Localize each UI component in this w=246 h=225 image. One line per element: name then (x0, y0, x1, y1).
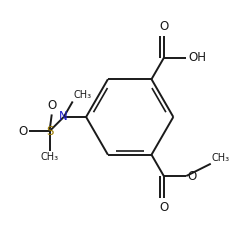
Text: O: O (159, 20, 169, 33)
Text: CH₃: CH₃ (74, 90, 92, 100)
Text: O: O (187, 169, 197, 182)
Text: CH₃: CH₃ (40, 153, 59, 162)
Text: O: O (18, 125, 27, 138)
Text: N: N (59, 110, 68, 124)
Text: O: O (159, 201, 169, 214)
Text: O: O (47, 99, 56, 112)
Text: S: S (46, 125, 53, 138)
Text: OH: OH (188, 51, 206, 64)
Text: CH₃: CH₃ (212, 153, 230, 163)
